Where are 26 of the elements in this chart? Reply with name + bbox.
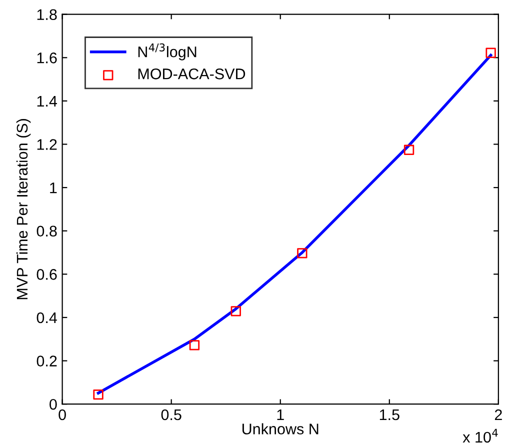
x-tick-label: 0 <box>58 409 66 420</box>
point <box>297 248 308 258</box>
point <box>486 48 496 58</box>
y-tick-label: 0.2 <box>36 356 57 366</box>
x-tick-label: 0.5 <box>161 409 182 420</box>
point <box>189 340 200 350</box>
x-tick-label: 2 <box>494 409 502 420</box>
y-axis-title: MVP Time Per Iteration (S) <box>16 119 31 300</box>
legend-label: MOD-ACA-SVD <box>138 68 246 80</box>
y-tick-label: 0.4 <box>36 312 57 324</box>
y-tick-label: 1.8 <box>37 9 57 20</box>
x-axis-title: Unknows N <box>242 423 318 434</box>
point <box>230 306 241 316</box>
text: x 10$^{4}$ <box>462 428 498 443</box>
point <box>404 144 414 155</box>
y-tick-label: 1.2 <box>37 139 57 150</box>
legend-label: N$^{4/3}$logN <box>138 43 196 60</box>
y-tick-label: 0.6 <box>36 269 57 280</box>
y-tick-label: 1.6 <box>37 52 57 64</box>
y-tick-label: 1 <box>50 182 57 194</box>
y-tick-label: 0 <box>50 398 57 410</box>
y-tick-label: 1.4 <box>37 96 57 106</box>
point <box>93 389 104 400</box>
x-tick-label: 1 <box>277 410 284 420</box>
y-tick-label: 0.8 <box>36 226 57 237</box>
x-tick-label: 1.5 <box>380 410 400 420</box>
